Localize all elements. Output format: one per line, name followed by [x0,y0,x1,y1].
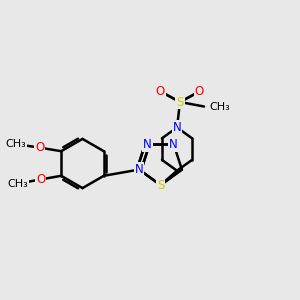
Text: N: N [172,121,182,134]
Text: S: S [176,95,184,109]
Text: CH₃: CH₃ [5,139,26,149]
Text: O: O [36,173,45,186]
Text: O: O [195,85,204,98]
Text: S: S [157,178,164,192]
Text: CH₃: CH₃ [7,178,28,189]
Text: N: N [143,138,152,151]
Text: N: N [143,138,152,151]
Text: N: N [169,138,178,151]
Text: CH₃: CH₃ [209,101,230,112]
Text: O: O [156,85,165,98]
Text: N: N [135,163,143,176]
Text: O: O [35,141,44,154]
